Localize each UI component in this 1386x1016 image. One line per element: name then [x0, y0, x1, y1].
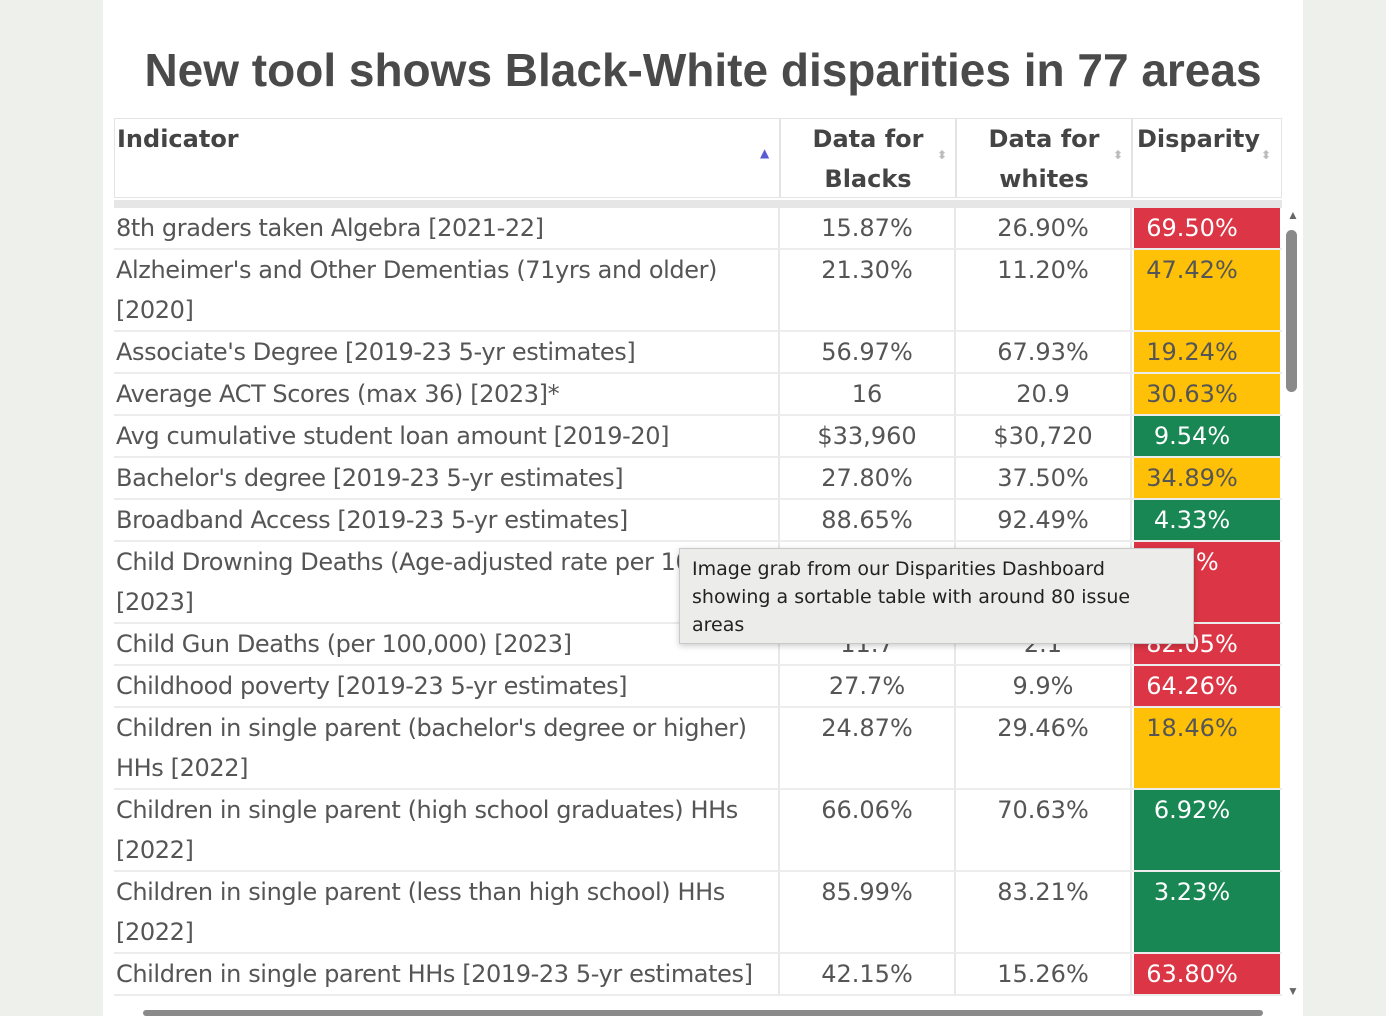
table-row: Bachelor's degree [2019-23 5-yr estimate…: [114, 458, 1282, 500]
whites-value-cell: 9.9%: [956, 666, 1132, 706]
table-row: Children in single parent (bachelor's de…: [114, 708, 1282, 790]
whites-value-cell: 15.26%: [956, 954, 1132, 994]
scroll-up-icon[interactable]: ▲: [1287, 208, 1299, 222]
disparity-cell: 63.80%: [1134, 954, 1280, 994]
table-body[interactable]: 8th graders taken Algebra [2021-22] 15.87…: [114, 200, 1282, 1016]
sort-ascending-icon[interactable]: ▲: [760, 146, 770, 160]
blacks-value-cell: 27.7%: [780, 666, 956, 706]
table-row: Associate's Degree [2019-23 5-yr estimat…: [114, 332, 1282, 374]
column-header-disparity[interactable]: Disparity ⬍: [1133, 119, 1281, 197]
disparity-cell: 69.50%: [1134, 208, 1280, 248]
disparity-cell: 4.33%: [1134, 500, 1280, 540]
whites-value-cell: 67.93%: [956, 332, 1132, 372]
sort-toggle-icon[interactable]: ⬍: [937, 148, 948, 162]
indicator-cell: Child Gun Deaths (per 100,000) [2023]: [114, 624, 780, 664]
indicator-cell: Childhood poverty [2019-23 5-yr estimate…: [114, 666, 780, 706]
table-row: Children in single parent HHs [2019-23 5…: [114, 954, 1282, 996]
content-panel: New tool shows Black-White disparities i…: [103, 0, 1303, 1016]
column-header-blacks[interactable]: Data for Blacks ⬍: [781, 119, 957, 197]
indicator-cell: Children in single parent (bachelor's de…: [114, 708, 780, 788]
page-title: New tool shows Black-White disparities i…: [144, 44, 1262, 96]
indicator-cell: Associate's Degree [2019-23 5-yr estimat…: [114, 332, 780, 372]
table-row: Average ACT Scores (max 36) [2023]* 16 20.…: [114, 374, 1282, 416]
sort-toggle-icon[interactable]: ⬍: [1261, 148, 1272, 162]
indicator-cell: Child Drowning Deaths (Age-adjusted rate…: [114, 542, 780, 622]
scroll-down-icon[interactable]: ▼: [1287, 984, 1299, 998]
indicator-cell: Broadband Access [2019-23 5-yr estimates…: [114, 500, 780, 540]
column-header-whites[interactable]: Data for whites ⬍: [957, 119, 1133, 197]
blacks-value-cell: 27.80%: [780, 458, 956, 498]
indicator-cell: Avg cumulative student loan amount [2019…: [114, 416, 780, 456]
indicator-cell: Children in single parent HHs [2019-23 5…: [114, 954, 780, 994]
column-header-label: Data for Blacks: [812, 125, 924, 193]
disparity-cell: 30.63%: [1134, 374, 1280, 414]
disparity-cell: 34.89%: [1134, 458, 1280, 498]
disparity-cell: 47.42%: [1134, 250, 1280, 330]
whites-value-cell: 11.20%: [956, 250, 1132, 330]
whites-value-cell: 37.50%: [956, 458, 1132, 498]
whites-value-cell: 29.46%: [956, 708, 1132, 788]
blacks-value-cell: 15.87%: [780, 208, 956, 248]
blacks-value-cell: 56.97%: [780, 332, 956, 372]
whites-value-cell: 26.90%: [956, 208, 1132, 248]
table-row: Children in single parent (high school g…: [114, 790, 1282, 872]
table-row: Avg cumulative student loan amount [2019…: [114, 416, 1282, 458]
column-header-label: Disparity: [1137, 125, 1260, 153]
blacks-value-cell: 66.06%: [780, 790, 956, 870]
blacks-value-cell: 88.65%: [780, 500, 956, 540]
disparity-cell: 82.05%: [1134, 624, 1280, 664]
disparity-cell: 19.24%: [1134, 332, 1280, 372]
table-header: Indicator ▲ Data for Blacks ⬍ Data for w…: [114, 118, 1282, 198]
blacks-value-cell: 21.30%: [780, 250, 956, 330]
whites-value-cell: 92.49%: [956, 500, 1132, 540]
indicator-cell: Alzheimer's and Other Dementias (71yrs a…: [114, 250, 780, 330]
blacks-value-cell: $33,960: [780, 416, 956, 456]
indicator-cell: Children in single parent (less than hig…: [114, 872, 780, 952]
disparity-cell: 64.26%: [1134, 666, 1280, 706]
tooltip: Image grab from our Disparities Dashboar…: [679, 548, 1194, 644]
table-row: Childhood poverty [2019-23 5-yr estimate…: [114, 666, 1282, 708]
disparity-cell: 6.92%: [1134, 790, 1280, 870]
disparity-cell: 18.46%: [1134, 708, 1280, 788]
column-header-label: Data for whites: [988, 125, 1100, 193]
blacks-value-cell: 85.99%: [780, 872, 956, 952]
table-row: Broadband Access [2019-23 5-yr estimates…: [114, 500, 1282, 542]
indicator-cell: 8th graders taken Algebra [2021-22]: [114, 208, 780, 248]
table-row: Children in single parent (less than hig…: [114, 872, 1282, 954]
column-header-label: Indicator: [117, 125, 239, 153]
blacks-value-cell: 24.87%: [780, 708, 956, 788]
scrollbar-thumb[interactable]: [1286, 230, 1297, 392]
horizontal-scrollbar[interactable]: [143, 1010, 1263, 1016]
disparity-cell: 9.54%: [1134, 416, 1280, 456]
whites-value-cell: 70.63%: [956, 790, 1132, 870]
indicator-cell: Children in single parent (high school g…: [114, 790, 780, 870]
whites-value-cell: 20.9: [956, 374, 1132, 414]
whites-value-cell: $30,720: [956, 416, 1132, 456]
sort-toggle-icon[interactable]: ⬍: [1113, 148, 1124, 162]
table-row: Alzheimer's and Other Dementias (71yrs a…: [114, 250, 1282, 332]
table-row: Child Drowning Deaths (Age-adjusted rate…: [114, 542, 1282, 624]
disparity-cell: 3.23%: [1134, 872, 1280, 952]
table-row: 8th graders taken Algebra [2021-22] 15.87…: [114, 208, 1282, 250]
blacks-value-cell: 16: [780, 374, 956, 414]
vertical-scrollbar[interactable]: ▲ ▼: [1284, 200, 1303, 1016]
indicator-cell: Average ACT Scores (max 36) [2023]*: [114, 374, 780, 414]
indicator-cell: Bachelor's degree [2019-23 5-yr estimate…: [114, 458, 780, 498]
blacks-value-cell: 42.15%: [780, 954, 956, 994]
whites-value-cell: 83.21%: [956, 872, 1132, 952]
column-header-indicator[interactable]: Indicator ▲: [115, 119, 781, 197]
